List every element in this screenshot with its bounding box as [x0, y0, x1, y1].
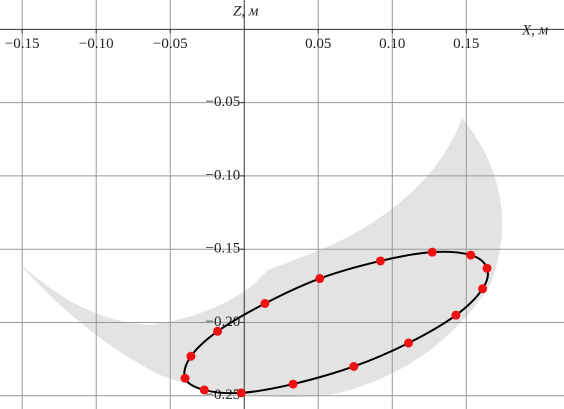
point [349, 361, 359, 371]
point [315, 274, 325, 284]
y-tick-label: −0.20 [206, 314, 241, 330]
point [482, 263, 492, 273]
x-tick-label: 0.15 [453, 36, 479, 52]
point [404, 338, 414, 348]
y-axis-label: Z, м [233, 3, 259, 19]
point [478, 284, 488, 294]
point [199, 385, 209, 395]
x-axis-label: X, м [521, 22, 549, 38]
point [427, 247, 437, 257]
point [180, 373, 190, 383]
x-tick-label: −0.10 [79, 36, 114, 52]
point [260, 298, 270, 308]
x-tick-label: −0.15 [5, 36, 40, 52]
point [213, 326, 223, 336]
point [375, 256, 385, 266]
x-tick-label: 0.05 [305, 36, 331, 52]
x-tick-label: −0.05 [153, 36, 188, 52]
workspace-region [18, 118, 503, 398]
y-tick-label: −0.05 [206, 94, 241, 110]
x-tick-label: 0.10 [379, 36, 405, 52]
point [236, 388, 246, 398]
point [186, 351, 196, 361]
y-tick-label: −0.10 [206, 167, 241, 183]
point [288, 379, 298, 389]
y-tick-label: −0.15 [206, 241, 241, 257]
point [466, 250, 476, 260]
point [451, 310, 461, 320]
y-tick-label: −0.25 [206, 387, 241, 403]
